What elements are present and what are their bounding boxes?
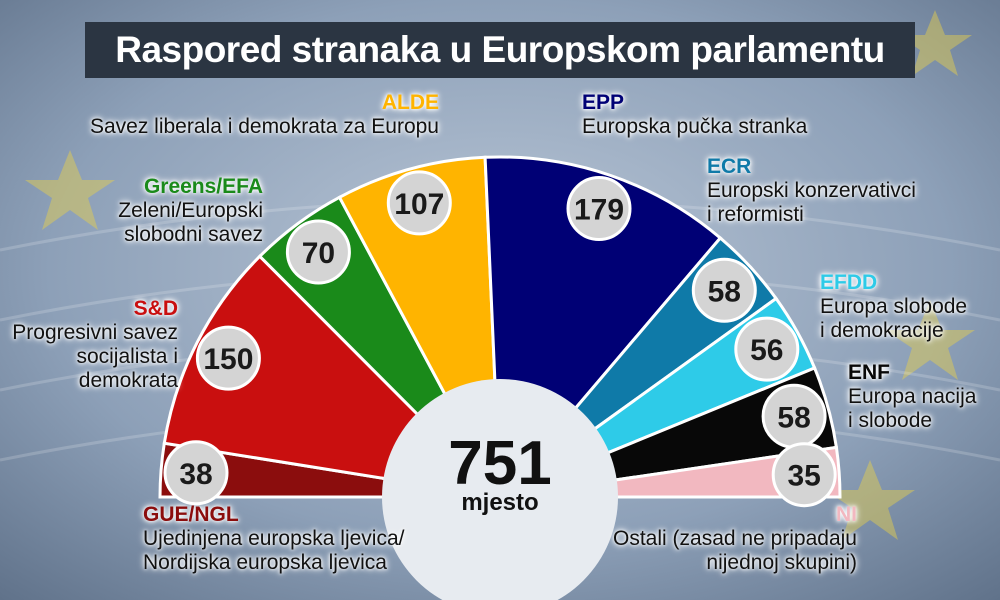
legend-ni: NI Ostali (zasad ne pripadaju nijednoj s… — [613, 503, 857, 575]
legend-enf-desc-1: Europa nacija — [848, 385, 977, 408]
legend-ecr-abbr: ECR — [707, 155, 752, 178]
legend-sd-desc-2: socijalista i — [76, 345, 178, 368]
legend-efdd-desc-1: Europa slobode — [820, 295, 968, 318]
legend-ecr: ECR Europski konzervativci i reformisti — [707, 155, 916, 227]
seat-count-efdd: 56 — [750, 334, 783, 367]
badge-greens-efa — [285, 219, 351, 285]
legend-gue-ngl-desc-2: Nordijska europska ljevica — [143, 551, 387, 574]
legend-sd-abbr: S&D — [133, 297, 178, 320]
legend-epp-abbr: EPP — [582, 91, 625, 114]
legend-enf: ENF Europa nacija i slobode — [848, 361, 976, 433]
legend-enf-abbr: ENF — [848, 361, 890, 384]
badge-ni — [771, 442, 837, 508]
legend-greens-efa-desc-2: slobodni savez — [124, 223, 263, 246]
chart-title: Raspored stranaka u Europskom parlamentu — [115, 29, 885, 70]
legend-greens-efa-desc-1: Zeleni/Europski — [118, 199, 263, 222]
legend-alde-abbr: ALDE — [381, 91, 439, 114]
legend-ecr-desc-1: Europski konzervativci — [707, 179, 916, 202]
legend-efdd: EFDD Europa slobode i demokracije — [820, 271, 967, 343]
badge-alde — [386, 170, 452, 236]
total-seats: 751 — [448, 429, 551, 498]
legend-epp: EPP Europska pučka stranka — [582, 91, 807, 139]
legend-sd-desc-3: demokrata — [78, 369, 178, 392]
legend-ni-desc-2: nijednoj skupini) — [706, 551, 857, 574]
legend-alde-desc-1: Savez liberala i demokrata za Europu — [89, 115, 439, 138]
center-hole — [382, 379, 618, 600]
seat-count-ecr: 58 — [708, 275, 741, 308]
legend-gue-ngl-desc-1: Ujedinjena europska ljevica/ — [143, 527, 405, 550]
legend-ecr-desc-2: i reformisti — [707, 203, 804, 226]
legend-enf-desc-2: i slobode — [848, 409, 933, 432]
total-seats-label: mjesto — [461, 489, 538, 516]
legend-greens-efa-abbr: Greens/EFA — [143, 175, 263, 198]
badge-ecr — [691, 257, 757, 323]
badge-epp — [566, 176, 632, 241]
legend-efdd-desc-2: i demokracije — [820, 319, 944, 342]
badge-gue-ngl — [163, 440, 229, 506]
legend-ni-abbr: NI — [836, 503, 857, 526]
legend-sd-desc-1: Progresivni savez — [12, 321, 178, 344]
seat-count-enf: 58 — [777, 401, 810, 434]
legend-efdd-abbr: EFDD — [820, 271, 878, 294]
legend-greens-efa: Greens/EFA Zeleni/Europski slobodni save… — [118, 175, 263, 247]
seat-count-ni: 35 — [788, 460, 821, 493]
badge-efdd — [734, 316, 800, 382]
seat-count-alde: 107 — [394, 188, 444, 221]
title-bar: Raspored stranaka u Europskom parlamentu — [85, 22, 915, 78]
legend-alde: ALDE Savez liberala i demokrata za Europ… — [90, 91, 439, 139]
legend-gue-ngl: GUE/NGL Ujedinjena europska ljevica/ Nor… — [143, 503, 405, 575]
seat-count-s-d: 150 — [203, 343, 253, 376]
seat-count-greens-efa: 70 — [302, 237, 335, 270]
legend-epp-desc-1: Europska pučka stranka — [582, 115, 808, 138]
seat-count-gue-ngl: 38 — [179, 458, 212, 491]
seat-count-epp: 179 — [574, 194, 624, 227]
legend-ni-desc-1: Ostali (zasad ne pripadaju — [613, 527, 857, 550]
legend-sd: S&D Progresivni savez socijalista i demo… — [12, 297, 178, 393]
badge-s-d — [195, 325, 261, 391]
legend-gue-ngl-abbr: GUE/NGL — [143, 503, 239, 526]
